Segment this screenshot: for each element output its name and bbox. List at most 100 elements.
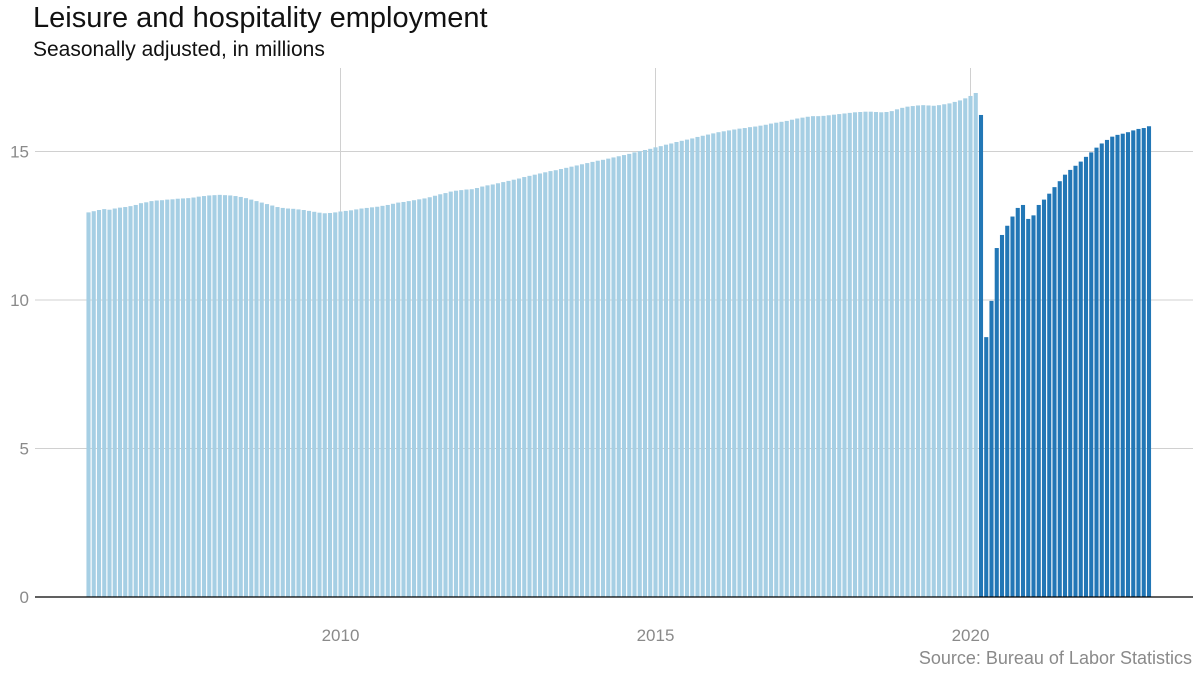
bar xyxy=(501,182,506,597)
bar xyxy=(275,207,280,598)
bar xyxy=(637,151,642,597)
bar xyxy=(380,205,385,597)
bar xyxy=(343,210,348,597)
bar xyxy=(821,115,826,598)
x-tick-label: 2010 xyxy=(322,626,360,645)
bar xyxy=(1141,128,1146,598)
bar xyxy=(1020,204,1026,597)
bar xyxy=(737,128,742,597)
bar xyxy=(1005,225,1010,597)
bar xyxy=(837,114,842,597)
bar xyxy=(642,150,648,597)
bar xyxy=(957,100,963,598)
bar xyxy=(543,172,548,598)
bar xyxy=(653,147,658,597)
bar xyxy=(795,118,800,597)
bar xyxy=(1136,128,1141,597)
x-tick-label: 2015 xyxy=(637,626,675,645)
bar xyxy=(942,104,947,597)
bar xyxy=(569,166,574,597)
bar xyxy=(180,198,186,597)
bar xyxy=(364,207,369,597)
bar xyxy=(233,196,238,598)
bar xyxy=(915,105,921,598)
bar xyxy=(858,112,863,597)
bar xyxy=(401,201,406,598)
bar xyxy=(406,201,411,597)
bar xyxy=(842,113,847,597)
bar xyxy=(690,138,695,597)
bar xyxy=(600,159,606,597)
bar xyxy=(170,199,175,597)
bar xyxy=(96,210,102,597)
bar xyxy=(212,195,217,597)
bar xyxy=(201,196,207,598)
bar xyxy=(616,156,621,597)
bar xyxy=(338,211,343,598)
y-tick-label: 15 xyxy=(10,143,29,162)
bar xyxy=(679,140,684,597)
bar xyxy=(868,111,873,597)
bar xyxy=(1115,134,1120,597)
bar xyxy=(532,174,537,598)
bar xyxy=(506,180,511,597)
bar xyxy=(753,126,758,598)
bar xyxy=(1015,207,1020,597)
bar xyxy=(222,195,228,597)
bar xyxy=(590,161,595,597)
bar xyxy=(154,200,159,597)
bar xyxy=(438,194,443,597)
bar xyxy=(317,212,322,597)
bar xyxy=(973,92,978,598)
bar xyxy=(1026,218,1031,598)
bar xyxy=(947,103,952,597)
bar xyxy=(852,112,858,598)
bar xyxy=(816,116,821,597)
bar xyxy=(123,207,128,598)
bar xyxy=(527,175,532,597)
bar xyxy=(805,116,810,597)
bar xyxy=(936,105,942,598)
bar xyxy=(175,198,180,597)
bar xyxy=(621,155,627,597)
bar xyxy=(732,129,737,597)
bar xyxy=(931,105,936,597)
y-tick-label: 10 xyxy=(10,291,29,310)
bar xyxy=(926,105,931,598)
bar xyxy=(1068,169,1073,597)
bars xyxy=(86,92,1152,598)
bar xyxy=(1052,187,1057,597)
bar xyxy=(784,120,789,597)
bar xyxy=(789,119,795,597)
bar xyxy=(900,107,905,597)
bar xyxy=(107,209,112,597)
y-tick-label: 0 xyxy=(20,588,29,607)
bar xyxy=(989,300,994,597)
bar xyxy=(595,160,600,597)
bar xyxy=(695,136,700,597)
bar xyxy=(889,111,894,598)
bar xyxy=(1083,156,1089,597)
bar xyxy=(779,121,784,598)
x-tick-label: 2020 xyxy=(952,626,990,645)
bar xyxy=(149,201,154,597)
bar xyxy=(207,195,212,597)
bar xyxy=(726,130,732,597)
bar xyxy=(574,165,579,597)
bar xyxy=(553,170,558,597)
bar xyxy=(606,158,611,597)
bar xyxy=(522,177,527,598)
bar xyxy=(354,209,359,597)
bar xyxy=(186,198,191,597)
bar xyxy=(464,189,469,597)
bar xyxy=(963,98,968,597)
bar xyxy=(910,106,915,597)
bar xyxy=(228,195,233,597)
bar xyxy=(1089,152,1094,597)
bar xyxy=(427,197,432,598)
bar xyxy=(165,199,170,598)
bar xyxy=(333,212,338,597)
bar xyxy=(747,127,753,598)
bar xyxy=(564,167,569,597)
bar xyxy=(306,210,312,597)
